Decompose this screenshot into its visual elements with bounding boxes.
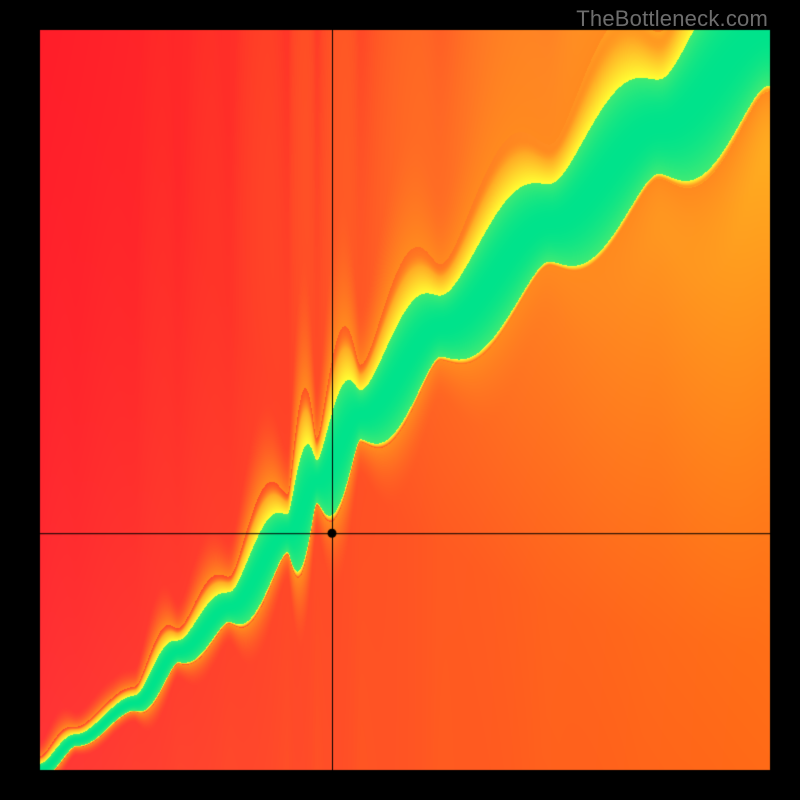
root-container: TheBottleneck.com <box>0 0 800 800</box>
heatmap-canvas <box>0 0 800 800</box>
watermark: TheBottleneck.com <box>576 6 768 32</box>
